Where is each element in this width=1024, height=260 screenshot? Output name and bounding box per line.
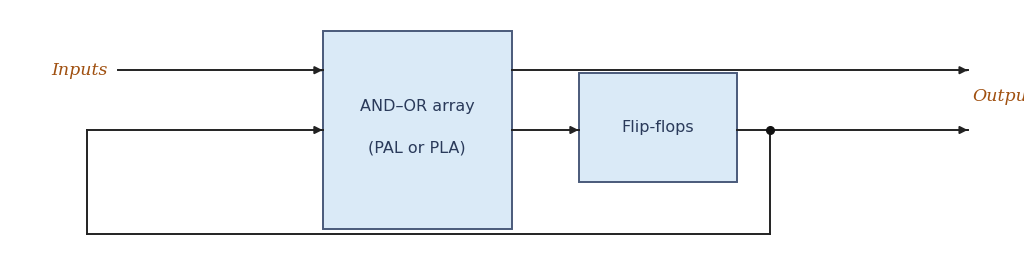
Bar <box>323 31 512 229</box>
Text: AND–OR array: AND–OR array <box>359 99 475 114</box>
Text: Inputs: Inputs <box>51 62 108 79</box>
Text: Outputs: Outputs <box>973 88 1024 105</box>
Text: Flip-flops: Flip-flops <box>622 120 694 135</box>
Text: (PAL or PLA): (PAL or PLA) <box>369 141 466 156</box>
Bar <box>579 73 737 182</box>
